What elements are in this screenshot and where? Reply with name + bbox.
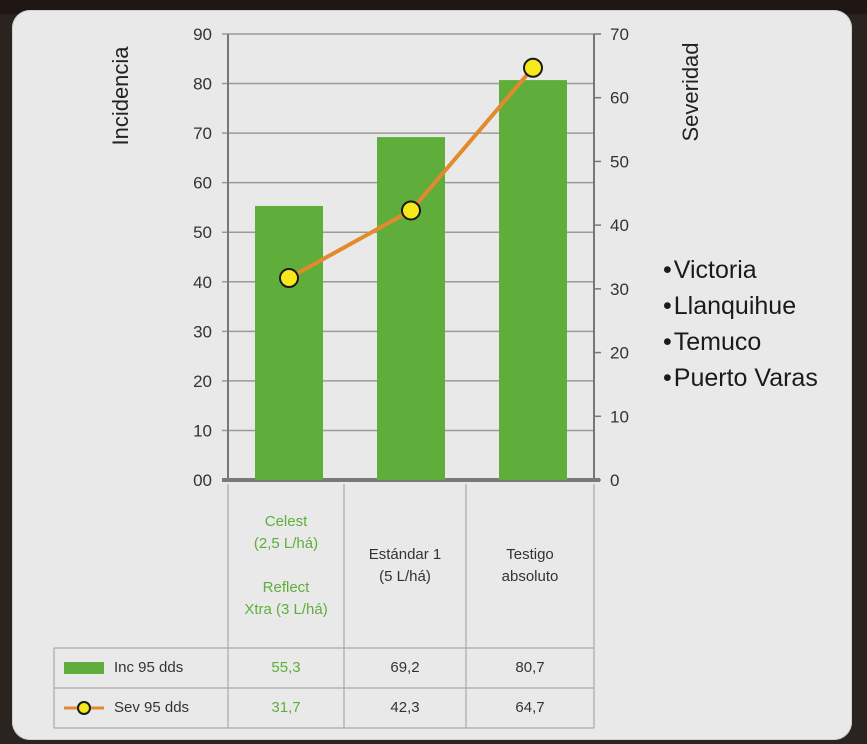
table-value: 55,3 xyxy=(271,659,301,676)
y2-tick-label: 0 xyxy=(610,471,619,490)
y2-tick-label: 10 xyxy=(610,407,629,426)
category-label-line: Testigo xyxy=(506,546,554,563)
line-legend-swatch xyxy=(64,701,104,715)
y-tick-label: 60 xyxy=(193,174,212,193)
legend-label: Inc 95 dds xyxy=(114,659,184,676)
y2-tick-label: 70 xyxy=(610,25,629,44)
y2-axis-title: Severidad xyxy=(678,42,703,141)
line-marker xyxy=(523,57,543,78)
y2-tick-label: 20 xyxy=(610,344,629,363)
category-label-line: Estándar 1 xyxy=(368,546,442,563)
category-label-line: absoluto xyxy=(501,568,559,585)
category-label-line: Xtra (3 L/há) xyxy=(244,601,328,618)
y-axis-title: Incidencia xyxy=(108,46,133,146)
y-tick-label: 80 xyxy=(193,75,212,94)
category-label-line: (5 L/há) xyxy=(379,568,431,585)
category-label-line: (2,5 L/há) xyxy=(253,535,319,552)
y-tick-label: 40 xyxy=(193,273,212,292)
line-marker xyxy=(401,200,421,221)
category-label-line: Celest xyxy=(264,513,308,530)
y-tick-label: 70 xyxy=(193,124,212,143)
line-marker xyxy=(279,268,299,289)
y-tick-label: 30 xyxy=(193,322,212,341)
location-item: Victoria xyxy=(663,252,818,288)
y-tick-label: 50 xyxy=(193,223,212,242)
y2-tick-label: 50 xyxy=(610,152,629,171)
category-header: Celest (2,5 L/há) Reflect Xtra (3 L/há) xyxy=(228,484,344,648)
bar xyxy=(499,80,567,480)
location-item: Puerto Varas xyxy=(663,360,818,396)
location-item: Temuco xyxy=(663,324,818,360)
category-label-line xyxy=(284,555,288,577)
y-tick-label: 20 xyxy=(193,372,212,391)
y-tick-label: 10 xyxy=(193,421,212,440)
y2-tick-label: 30 xyxy=(610,280,629,299)
y-tick-label: 90 xyxy=(193,25,212,44)
table-value: 31,7 xyxy=(271,699,301,716)
location-list: Victoria Llanquihue Temuco Puerto Varas xyxy=(663,252,818,396)
legend-entry: Sev 95 dds xyxy=(54,688,236,728)
bar-legend-swatch xyxy=(64,662,104,674)
y2-tick-label: 60 xyxy=(610,89,629,108)
table-value: 42,3 xyxy=(390,699,420,716)
table-value: 69,2 xyxy=(390,659,420,676)
legend-marker-swatch xyxy=(77,701,91,715)
legend-bar-swatch xyxy=(64,662,104,674)
location-item: Llanquihue xyxy=(663,288,818,324)
legend-entry: Inc 95 dds xyxy=(54,648,236,688)
category-header: Testigo absoluto xyxy=(466,484,594,648)
table-value: 80,7 xyxy=(515,659,545,676)
table-value: 64,7 xyxy=(515,699,545,716)
bar xyxy=(255,205,323,481)
category-header: Estándar 1 (5 L/há) xyxy=(344,484,466,648)
bar xyxy=(377,137,445,480)
legend-label: Sev 95 dds xyxy=(114,699,190,716)
y-tick-label: 00 xyxy=(193,471,212,490)
category-label-line: Reflect xyxy=(262,579,310,596)
y2-tick-label: 40 xyxy=(610,216,629,235)
